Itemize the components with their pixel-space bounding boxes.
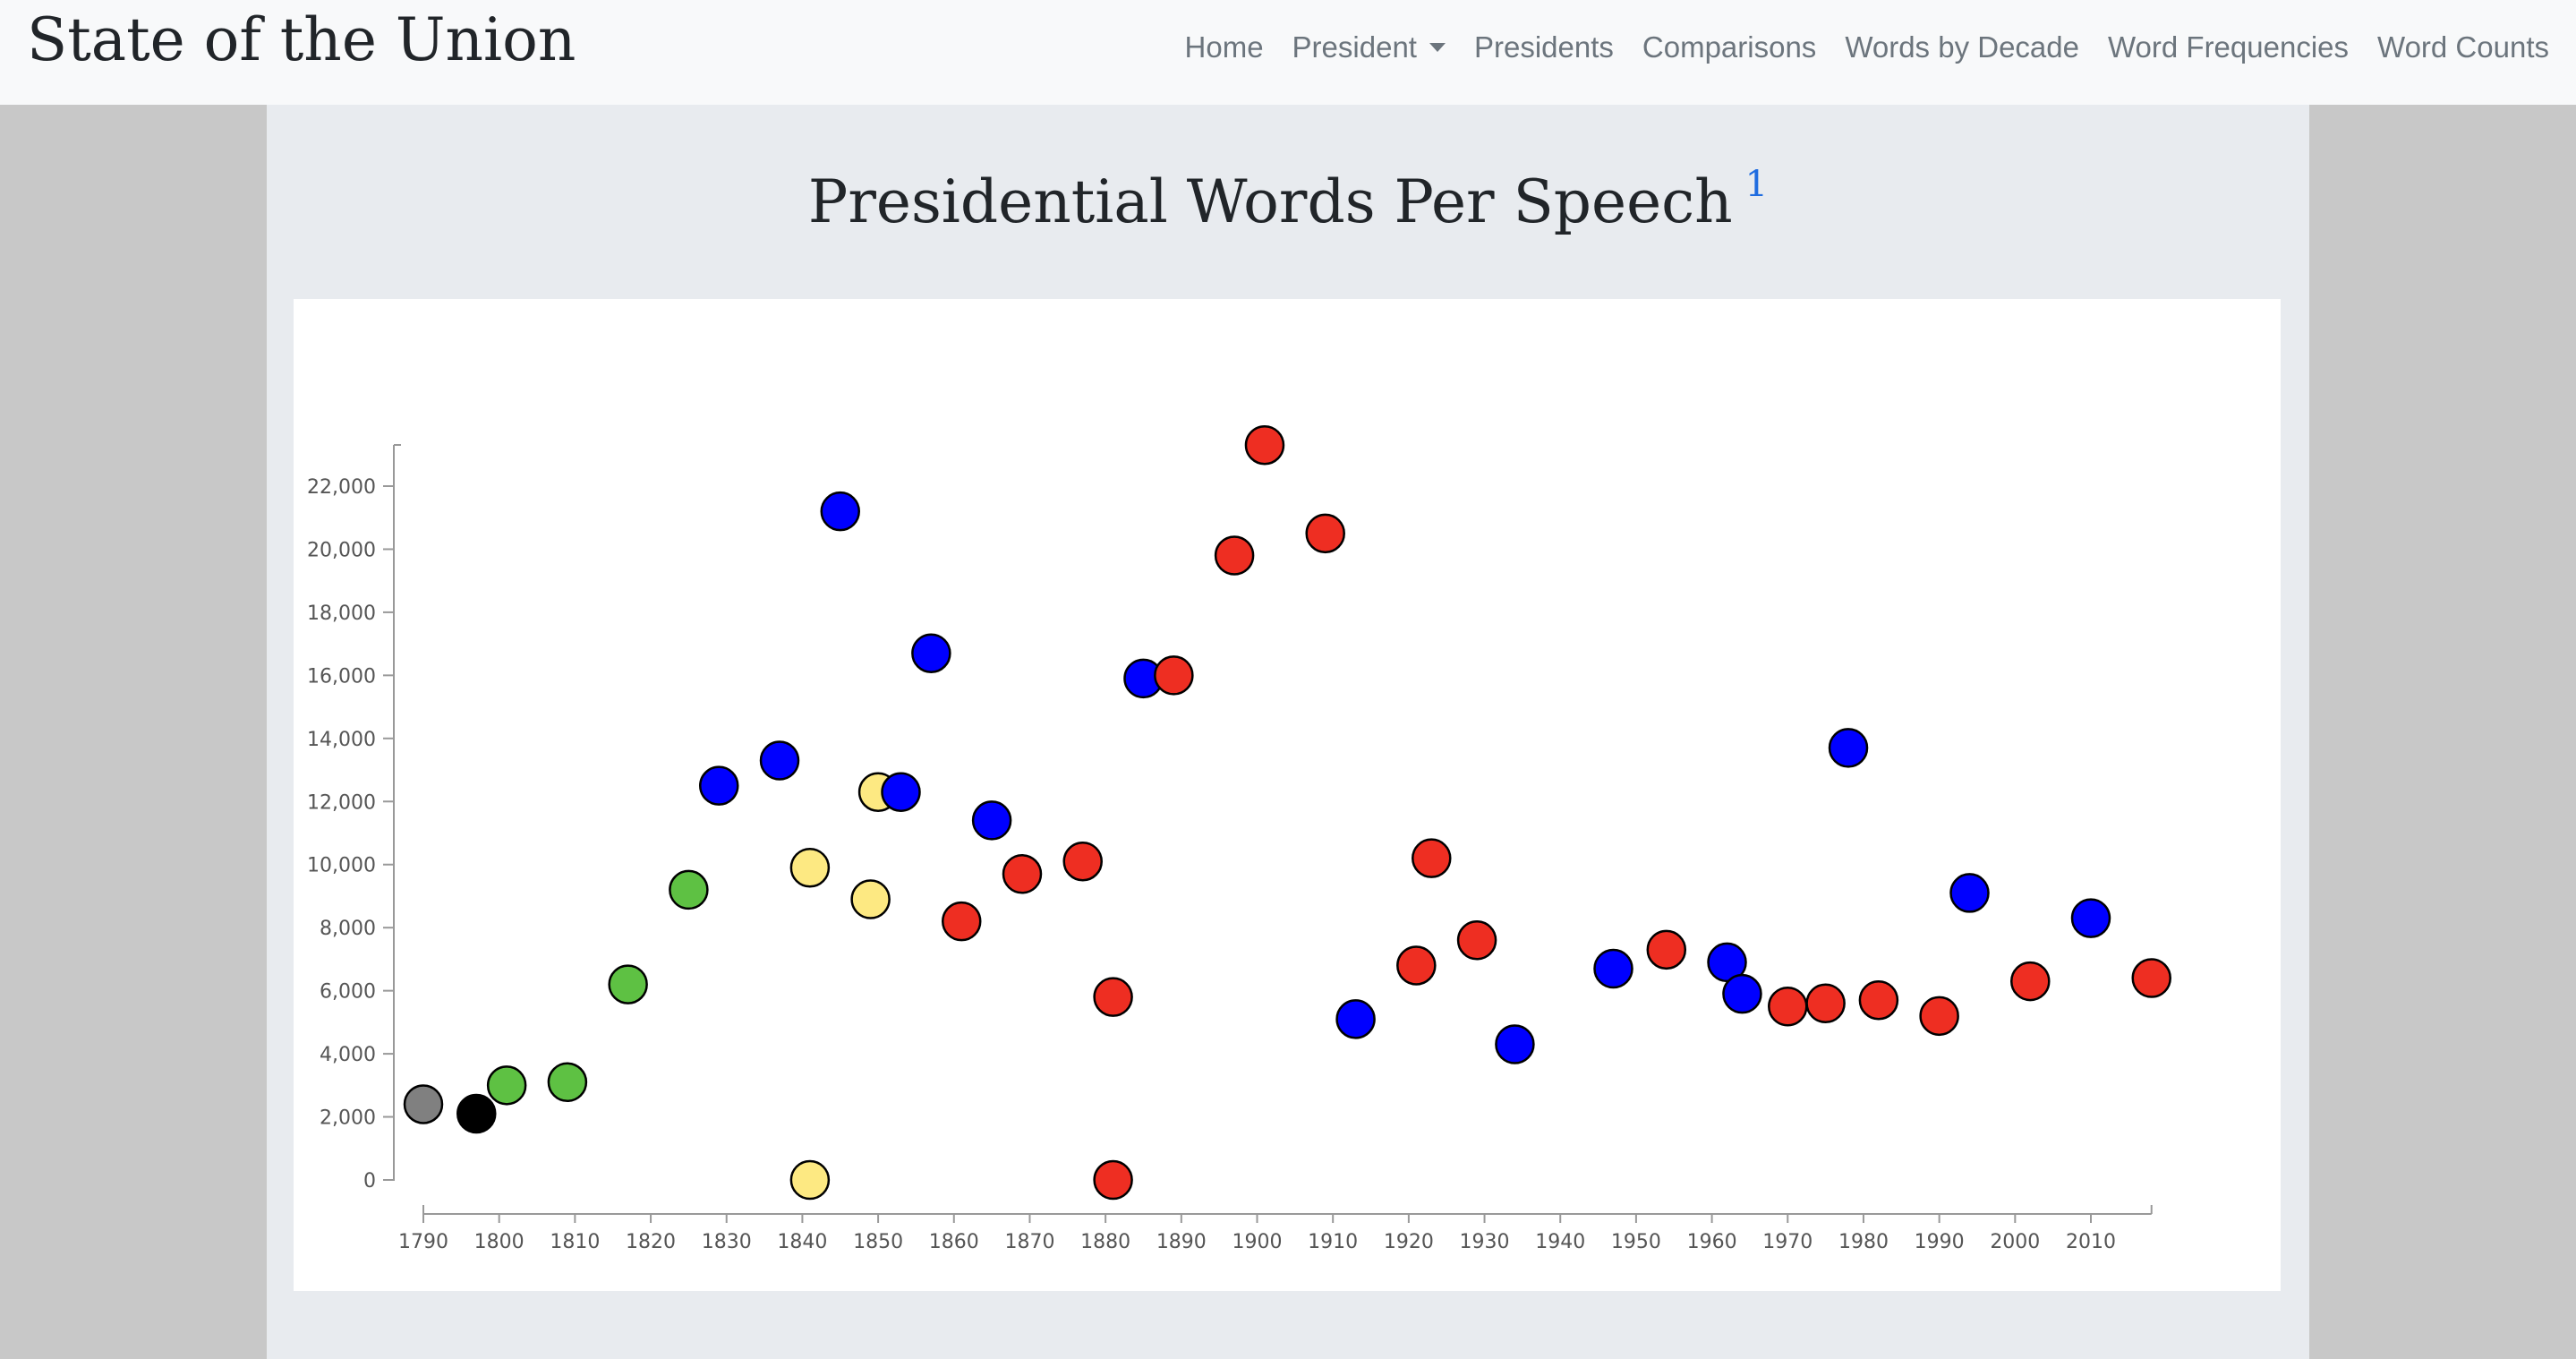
- y-tick-label: 0: [363, 1170, 376, 1192]
- data-point: [1002, 854, 1043, 894]
- data-point: [881, 772, 921, 812]
- nav-home-link[interactable]: Home: [1184, 30, 1264, 64]
- nav-president-dropdown[interactable]: President: [1292, 30, 1446, 64]
- data-point: [1722, 973, 1762, 1014]
- x-tick-label: 1900: [1233, 1231, 1283, 1253]
- x-tick-label: 1790: [398, 1231, 448, 1253]
- nav-president-label: President: [1292, 30, 1417, 64]
- data-point: [1244, 424, 1285, 466]
- data-point: [789, 1159, 831, 1201]
- data-point: [1093, 1159, 1133, 1201]
- x-tick-label: 1950: [1611, 1231, 1661, 1253]
- chart-card: 0 2,000 4,000 6,000 8,000 10,000 12,000 14,000 1…: [294, 299, 2281, 1291]
- x-tick-label: 1800: [474, 1231, 525, 1253]
- data-point: [2010, 961, 2051, 1002]
- x-tick-label: 1870: [1004, 1231, 1054, 1253]
- y-tick-label: 18,000: [307, 603, 376, 625]
- x-tick-label: 1960: [1687, 1231, 1737, 1253]
- data-point: [1858, 979, 1899, 1021]
- data-point: [699, 765, 739, 806]
- data-point: [1335, 999, 1376, 1039]
- x-tick-label: 1810: [550, 1231, 600, 1253]
- data-point: [941, 901, 982, 942]
- data-point: [2131, 958, 2171, 998]
- footnote-link[interactable]: 1: [1744, 164, 1769, 205]
- nav-links: Home President Presidents Comparisons Wo…: [1156, 30, 2549, 64]
- x-tick-label: 1940: [1535, 1231, 1585, 1253]
- data-point: [403, 1084, 444, 1124]
- data-point: [1412, 838, 1452, 878]
- data-point: [820, 491, 860, 532]
- data-point: [486, 1065, 527, 1106]
- x-tick-label: 1860: [929, 1231, 979, 1253]
- x-tick-label: 2010: [2066, 1231, 2116, 1253]
- data-point: [1768, 987, 1808, 1027]
- data-point: [1093, 977, 1133, 1017]
- y-tick-label: 14,000: [307, 729, 376, 751]
- x-tick-label: 1930: [1460, 1231, 1510, 1253]
- nav-word-frequencies-link[interactable]: Word Frequencies: [2108, 30, 2350, 64]
- y-tick-label: 10,000: [307, 855, 376, 877]
- y-tick-label: 20,000: [307, 539, 376, 561]
- data-point: [1593, 948, 1633, 989]
- y-tick-label: 8,000: [320, 918, 376, 940]
- data-point: [1214, 535, 1255, 576]
- data-point: [911, 633, 951, 673]
- y-tick-label: 22,000: [307, 476, 376, 499]
- x-tick-label: 1970: [1762, 1231, 1813, 1253]
- data-point: [669, 869, 709, 910]
- data-point: [1805, 983, 1846, 1023]
- data-point: [1919, 996, 1959, 1037]
- data-point: [759, 740, 800, 781]
- data-point: [789, 848, 831, 888]
- x-tick-label: 1850: [853, 1231, 903, 1253]
- page-title-text: Presidential Words Per Speech: [807, 167, 1733, 236]
- data-point: [2070, 898, 2111, 938]
- x-tick-label: 1910: [1308, 1231, 1358, 1253]
- brand-title[interactable]: State of the Union: [27, 5, 576, 74]
- x-tick-label: 1820: [626, 1231, 676, 1253]
- x-tick-label: 1890: [1156, 1231, 1207, 1253]
- caret-down-icon: [1429, 43, 1446, 52]
- nav-comparisons-link[interactable]: Comparisons: [1642, 30, 1817, 64]
- data-point: [1495, 1024, 1535, 1064]
- y-tick-label: 16,000: [307, 665, 376, 688]
- x-tick-label: 2000: [1990, 1231, 2040, 1253]
- data-point: [850, 879, 891, 919]
- data-point: [1828, 728, 1869, 768]
- main-container: Presidential Words Per Speech 1 0 2,000 4,0…: [267, 105, 2309, 1359]
- nav-words-by-decade-link[interactable]: Words by Decade: [1845, 30, 2079, 64]
- data-point: [1396, 945, 1437, 986]
- x-tick-label: 1980: [1838, 1231, 1889, 1253]
- data-point: [1949, 873, 1990, 913]
- x-tick-label: 1920: [1384, 1231, 1434, 1253]
- data-point: [1646, 929, 1687, 970]
- data-point: [1456, 920, 1497, 961]
- x-tick-label: 1840: [777, 1231, 827, 1253]
- nav-word-counts-link[interactable]: Word Counts: [2377, 30, 2549, 64]
- page-title: Presidential Words Per Speech 1: [267, 164, 2309, 236]
- data-point: [1062, 841, 1103, 882]
- x-tick-label: 1990: [1915, 1231, 1965, 1253]
- data-point: [456, 1093, 497, 1134]
- x-tick-label: 1830: [702, 1231, 752, 1253]
- x-tick-label: 1880: [1080, 1231, 1130, 1253]
- y-tick-label: 2,000: [320, 1107, 376, 1130]
- data-point: [1305, 513, 1345, 554]
- nav-presidents-link[interactable]: Presidents: [1473, 30, 1614, 64]
- data-point: [1154, 655, 1194, 696]
- data-point: [608, 964, 648, 1004]
- y-tick-label: 12,000: [307, 791, 376, 814]
- data-point: [547, 1062, 588, 1103]
- y-tick-label: 6,000: [320, 981, 376, 1004]
- data-point: [971, 800, 1012, 841]
- y-tick-label: 4,000: [320, 1044, 376, 1066]
- scatter-chart: 0 2,000 4,000 6,000 8,000 10,000 12,000 14,000 1…: [307, 424, 2171, 1253]
- navbar: State of the Union Home President Presid…: [0, 0, 2576, 105]
